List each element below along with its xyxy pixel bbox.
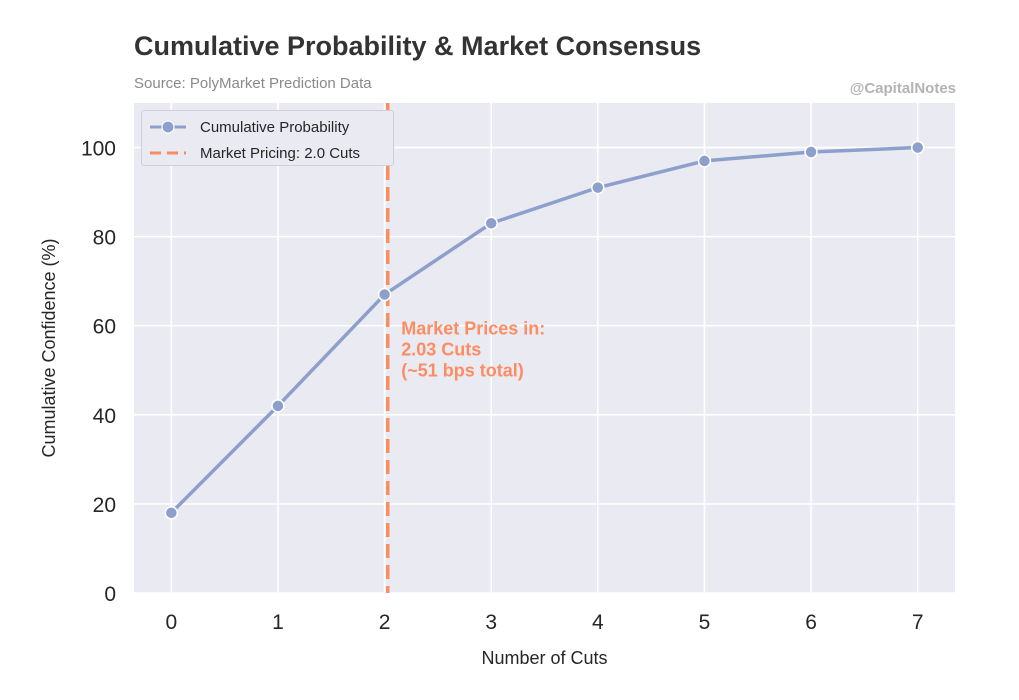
legend-item-series: Cumulative Probability <box>142 115 349 139</box>
x-tick-label: 7 <box>912 611 924 634</box>
legend-swatch-dashed-icon <box>150 151 186 155</box>
annotation-line: Market Prices in: <box>401 319 545 339</box>
watermark: @CapitalNotes <box>849 80 956 97</box>
x-tick-label: 5 <box>699 611 711 634</box>
data-point <box>910 140 925 155</box>
data-point <box>164 506 179 520</box>
y-tick-label: 0 <box>104 583 116 606</box>
legend-item-reference: Market Pricing: 2.0 Cuts <box>142 141 360 165</box>
y-tick-label: 60 <box>93 316 116 339</box>
x-tick-label: 6 <box>805 611 817 634</box>
series-line <box>169 145 920 515</box>
y-tick-labels: 0 20 40 60 80 100 <box>81 138 116 606</box>
x-gridlines <box>170 103 919 593</box>
series-lines <box>169 145 920 515</box>
x-tick-label: 1 <box>272 611 284 634</box>
data-point <box>591 180 605 195</box>
data-point <box>697 154 712 168</box>
chart-title: Cumulative Probability & Market Consensu… <box>134 31 702 61</box>
legend: Cumulative Probability Market Pricing: 2… <box>141 110 394 166</box>
chart-subtitle: Source: PolyMarket Prediction Data <box>134 75 372 92</box>
legend-swatch-line-icon <box>150 120 186 134</box>
x-tick-label: 3 <box>485 611 497 634</box>
y-tick-label: 40 <box>93 405 116 428</box>
annotation-line: (~51 bps total) <box>401 361 524 381</box>
data-point <box>377 287 392 302</box>
data-point <box>804 145 818 159</box>
y-tick-label: 20 <box>93 494 116 517</box>
x-tick-label: 4 <box>592 611 604 634</box>
y-tick-label: 80 <box>93 227 116 250</box>
data-point <box>484 216 498 231</box>
y-tick-label: 100 <box>81 138 116 161</box>
legend-label-reference: Market Pricing: 2.0 Cuts <box>200 144 361 162</box>
annotation: Market Prices in:2.03 Cuts(~51 bps total… <box>401 319 545 381</box>
x-tick-labels: 0 1 2 3 4 5 6 7 <box>165 611 923 634</box>
x-tick-label: 2 <box>379 611 391 634</box>
annotation-line: 2.03 Cuts <box>401 340 481 360</box>
x-tick-label: 0 <box>165 611 177 634</box>
series-points <box>164 140 925 520</box>
legend-label-series: Cumulative Probability <box>200 118 350 136</box>
y-axis-label: Cumulative Confidence (%) <box>39 238 59 457</box>
plot-area <box>134 103 955 593</box>
data-point <box>271 399 285 413</box>
x-axis-label: Number of Cuts <box>481 648 607 668</box>
